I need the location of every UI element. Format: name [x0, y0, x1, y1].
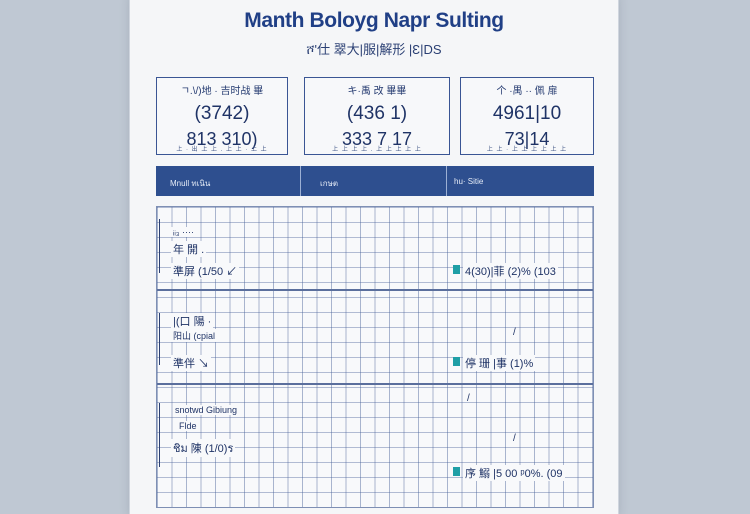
section-divider: [157, 383, 593, 385]
stat-value: (3742): [194, 103, 250, 124]
section-1-row: 準屏 (1/50 ↙: [171, 263, 240, 279]
stat-label: ㄱ.\/)地 · 吉时战 畢: [180, 86, 264, 97]
section-3-value: 序 鰯 |5 00 ᵖ0%. (09: [463, 465, 565, 481]
header-col-2: เกษต: [320, 179, 339, 188]
section-1-value: 4(30)|菲 (2)% (103: [463, 263, 558, 279]
header-divider: [300, 166, 301, 196]
status-marker: [453, 265, 460, 274]
header-col-3: hu· Sitie: [454, 177, 484, 186]
section-1-sub2: 年 開 .: [171, 241, 207, 257]
section-3-mark-2: /: [513, 433, 516, 444]
stat-footer: 上 上 · 上 上 上 上 上 上: [486, 147, 568, 153]
document-sheet: Manth Boloyg Napr Sulting ሾ'仕 翠大|服|解形 |Ɛ…: [130, 0, 618, 514]
stat-value-secondary: 333 7 17: [341, 129, 413, 149]
stat-footer: 上 · 出 上 上 . 上 上 · 上 上: [176, 147, 268, 153]
section-bracket: [159, 219, 164, 273]
stat-value-secondary: 813 310): [186, 129, 258, 149]
table-header-band: Mnull ทเนิน เกษต hu· Sitie: [156, 166, 594, 196]
section-3-mark: /: [467, 393, 470, 404]
stat-label: キ·禹 改 畢畢: [347, 86, 407, 97]
stat-value: (436 1): [346, 103, 408, 124]
stat-footer: 上 上 上 上 . 上 上 上 上 上: [332, 147, 422, 153]
header-divider: [446, 166, 447, 196]
status-marker: [453, 357, 460, 366]
stat-value: 4961|10: [492, 103, 562, 124]
section-2-sub1: |(口 陽 ·: [171, 313, 214, 329]
stat-card-1: ㄱ.\/)地 · 吉时战 畢 (3742) 813 310) 上 · 出 上 上…: [156, 77, 288, 155]
section-1-sub1: ᵢᵢ₃ ····: [171, 227, 196, 237]
section-2-sub2: 阳山 (cpial: [171, 329, 218, 342]
section-2-row: 準伴 ↘: [171, 355, 212, 371]
stat-label: 个 ·禺 ·· 佩 扉: [496, 86, 558, 97]
section-bracket: [159, 403, 164, 467]
data-grid: ᵢᵢ₃ ···· 年 開 . 準屏 (1/50 ↙ 4(30)|菲 (2)% (…: [156, 206, 594, 508]
stat-value-secondary: 73|14: [504, 129, 550, 149]
section-3-sub1: snotwd Gibiung: [173, 405, 240, 415]
report-subtitle: ሾ'仕 翠大|服|解形 |Ɛ|DS: [306, 42, 442, 57]
section-3-row-1: ชิม 陳 (1/0)ร: [171, 439, 236, 457]
section-bracket: [159, 313, 164, 365]
report-title: Manth Boloyg Napr Sulting: [244, 9, 504, 32]
status-marker: [453, 467, 460, 476]
section-2-mark: /: [513, 327, 516, 338]
section-3-sub2: Flde: [177, 421, 199, 431]
stat-card-3: 个 ·禺 ·· 佩 扉 4961|10 73|14 上 上 · 上 上 上 上 …: [460, 77, 594, 155]
section-divider: [157, 289, 593, 291]
header-col-1: Mnull ทเนิน: [170, 179, 211, 188]
stat-card-2: キ·禹 改 畢畢 (436 1) 333 7 17 上 上 上 上 . 上 上 …: [304, 77, 450, 155]
section-2-value: 停 珊 |事 (1)%: [463, 355, 536, 371]
